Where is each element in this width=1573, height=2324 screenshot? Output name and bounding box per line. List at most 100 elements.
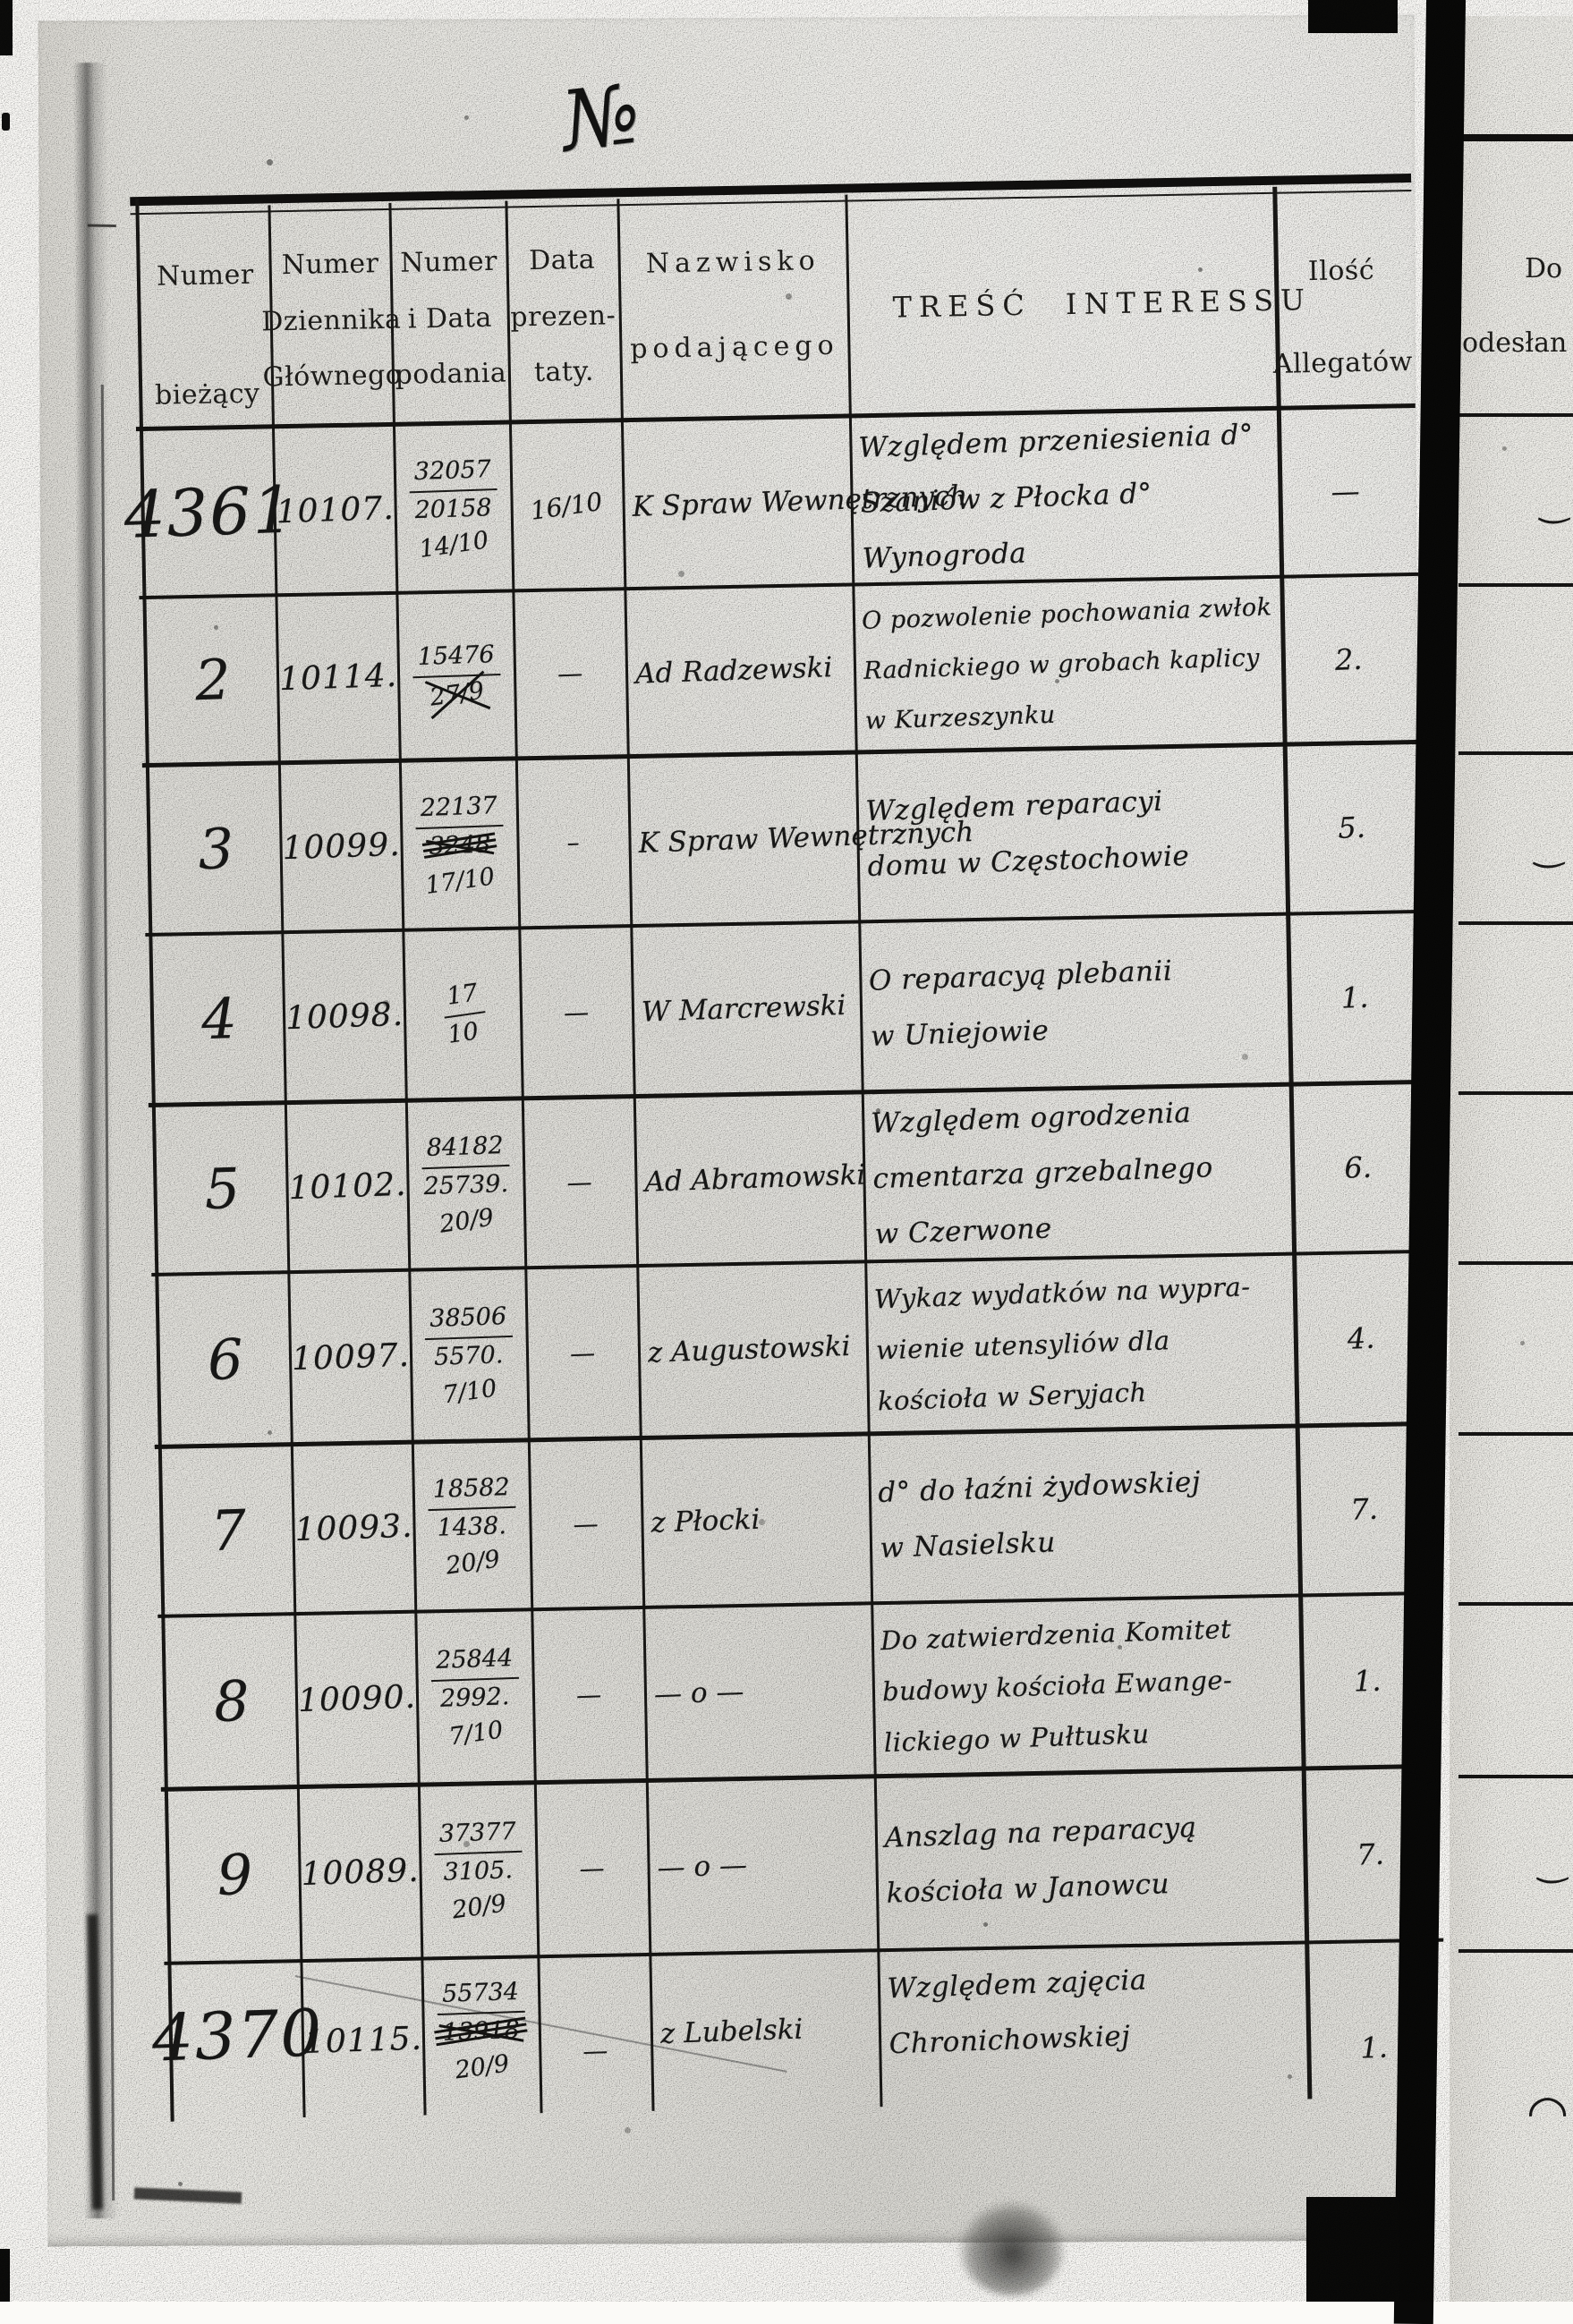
- podanie-date: 14/10: [417, 525, 491, 564]
- submitter-name: z Augustowski: [647, 1329, 852, 1370]
- dziennik-number: 10098.: [284, 996, 404, 1037]
- podanie-number-scratched: 3248: [429, 827, 491, 864]
- podanie-number: 37377: [433, 1813, 523, 1856]
- case-description: O pozwolenie pochowania zwłok Radnickieg…: [861, 592, 1272, 735]
- podanie-number: 15476: [412, 636, 501, 679]
- right-page-top-rule: [1457, 134, 1573, 141]
- column-header-data-prezentaty: Data prezen- taty.: [510, 243, 616, 388]
- right-page-row-line: [1458, 583, 1573, 587]
- table-row: 4370 10115. 55734 13918 20/9 — z Lubelsk…: [28, 1937, 1573, 2171]
- podanie-date: 20/9: [453, 2049, 511, 2085]
- row-number: 8: [212, 1667, 251, 1735]
- case-description: O reparacyą plebanii w Uniejowie: [868, 954, 1173, 1053]
- case-description: Względem ogrodzenia cmentarza grzebalneg…: [870, 1097, 1214, 1251]
- scan-artifact-left-dot: [2, 113, 10, 131]
- column-header-tresc-interessu: TREŚĆ INTERESSU: [892, 283, 1313, 325]
- case-description: Anszlag na reparacyą kościoła w Janowcu: [883, 1811, 1198, 1910]
- allegat-count: 1.: [1339, 980, 1369, 1015]
- table-row: 7 10093. 18582 1438. 20/9 — z Płocki d° …: [19, 1421, 1573, 1619]
- table-row: 6 10097. 38506 5570. 7/10 — z Augustowsk…: [15, 1249, 1573, 1449]
- prezentata-date: —: [565, 1166, 592, 1198]
- row-number: 3: [197, 815, 235, 882]
- scan-artifact-left-bottom: [0, 2249, 10, 2302]
- dziennik-number: 10089.: [300, 1852, 420, 1894]
- scan-artifact-left-top: [0, 0, 13, 55]
- allegat-count: 7.: [1356, 1836, 1385, 1872]
- podanie-date: 20/9: [450, 1889, 508, 1925]
- table-row: 8 10090. 25844 2992. 7/10 — — o — Do zat…: [21, 1590, 1573, 1791]
- column-header-nazwisko: Nazwisko podającego: [629, 245, 839, 366]
- right-page-row-line: [1458, 1602, 1573, 1606]
- podanie-date: 20/9: [438, 1202, 496, 1239]
- column-header-numer-i-data-podania: Numer i Data podania: [395, 245, 507, 391]
- allegat-count: 6.: [1343, 1149, 1373, 1185]
- allegat-count: —: [1330, 473, 1361, 509]
- podanie-number: 25844: [429, 1640, 519, 1683]
- submitter-name: z Lubelski: [659, 2013, 804, 2050]
- right-page-row-line: [1458, 1949, 1573, 1953]
- case-description: Wykaz wydatków na wypra- wienie utensyli…: [873, 1270, 1252, 1416]
- right-page-row-line: [1458, 413, 1573, 417]
- allegat-count: 2.: [1334, 641, 1363, 677]
- handwriting-fragment: ‿: [1539, 1843, 1569, 1884]
- row-number: 4370: [150, 1995, 325, 2076]
- prezentata-date: –: [565, 827, 580, 858]
- row-number: 2: [193, 646, 232, 714]
- podanie-number-scratched: 13918: [442, 2013, 520, 2051]
- right-page-row-line: [1458, 1432, 1573, 1436]
- allegat-count: 7.: [1349, 1491, 1379, 1527]
- podanie-date-crossed: 27/9: [428, 674, 487, 717]
- table-row: 5 10102. 84182 25739. 20/9 — Ad Abramows…: [13, 1079, 1573, 1277]
- row-number: 5: [203, 1155, 242, 1222]
- prezentata-date: —: [574, 1679, 602, 1710]
- dziennik-number: 10115.: [302, 2020, 423, 2062]
- podanie-number: 55734: [436, 1973, 525, 2016]
- submitter-name: z Płocki: [650, 1503, 761, 1539]
- podanie-date: 7/10: [440, 1373, 498, 1410]
- case-description: Względem reparacyi domu w Częstochowie: [864, 785, 1190, 884]
- dziennik-number: 10107.: [275, 489, 395, 530]
- table-row: 4 10098. 17 10 — W Marcrewski O reparacy…: [9, 909, 1573, 1107]
- handwriting-fragment: ‿: [1535, 827, 1565, 869]
- podanie-number: 84182: [421, 1127, 510, 1169]
- ink-smudge: [959, 2202, 1065, 2295]
- prezentata-date: —: [582, 2035, 608, 2066]
- case-description: d° do łaźni żydowskiej w Nasielsku: [877, 1465, 1202, 1565]
- column-header-ilosc-allegatow: Ilość Allegatów: [1272, 254, 1414, 380]
- allegat-count: 1.: [1359, 2030, 1389, 2065]
- stray-mark: [87, 224, 116, 228]
- table-row: 2 10114. 15476 27/9 — Ad Radzewski O poz…: [3, 572, 1573, 768]
- right-page-row-line: [1458, 1261, 1573, 1265]
- podanie-number: 32057: [408, 451, 497, 493]
- row-number: 6: [206, 1326, 244, 1393]
- dziennik-number: 10114.: [277, 657, 398, 699]
- prezentata-date: —: [562, 997, 590, 1028]
- allegat-count: 4.: [1346, 1320, 1375, 1356]
- right-page-header: odesłan: [1462, 327, 1568, 359]
- table-row: 9 10089. 37377 3105. 20/9 — — o — Anszla…: [25, 1762, 1573, 1965]
- prezentata-date: —: [568, 1337, 596, 1369]
- prezentata-date: —: [557, 657, 583, 689]
- right-page-header: Do: [1525, 253, 1563, 284]
- podanie-date: 7/10: [446, 1716, 505, 1751]
- row-number: 4: [200, 985, 238, 1052]
- podanie-date: 17: [438, 974, 486, 1019]
- submitter-name: — o —: [653, 1675, 744, 1711]
- right-page-row-line: [1458, 751, 1573, 755]
- submitter-name: Ad Abramowski: [643, 1158, 866, 1199]
- podanie-number: 22137: [414, 787, 504, 829]
- table-row: 3 10099. 22137 3248 17/10 – K Spraw Wewn…: [6, 739, 1573, 937]
- column-header-numer-biezacy: Numer bieżący: [154, 259, 260, 411]
- podanie-number: 38506: [423, 1298, 513, 1340]
- row-number: 4361: [123, 471, 297, 553]
- dziennik-number: 10097.: [290, 1336, 411, 1378]
- allegat-count: 5.: [1337, 810, 1366, 845]
- submitter-name: — o —: [656, 1848, 748, 1885]
- prezentata-date: 16/10: [528, 486, 605, 526]
- right-page-row-line: [1458, 921, 1573, 925]
- column-header-numer-dziennika: Numer Dziennika Głównego: [260, 248, 403, 394]
- scan-artifact-bottom-right: [1306, 2197, 1399, 2302]
- submitter-name: Ad Radzewski: [634, 650, 833, 691]
